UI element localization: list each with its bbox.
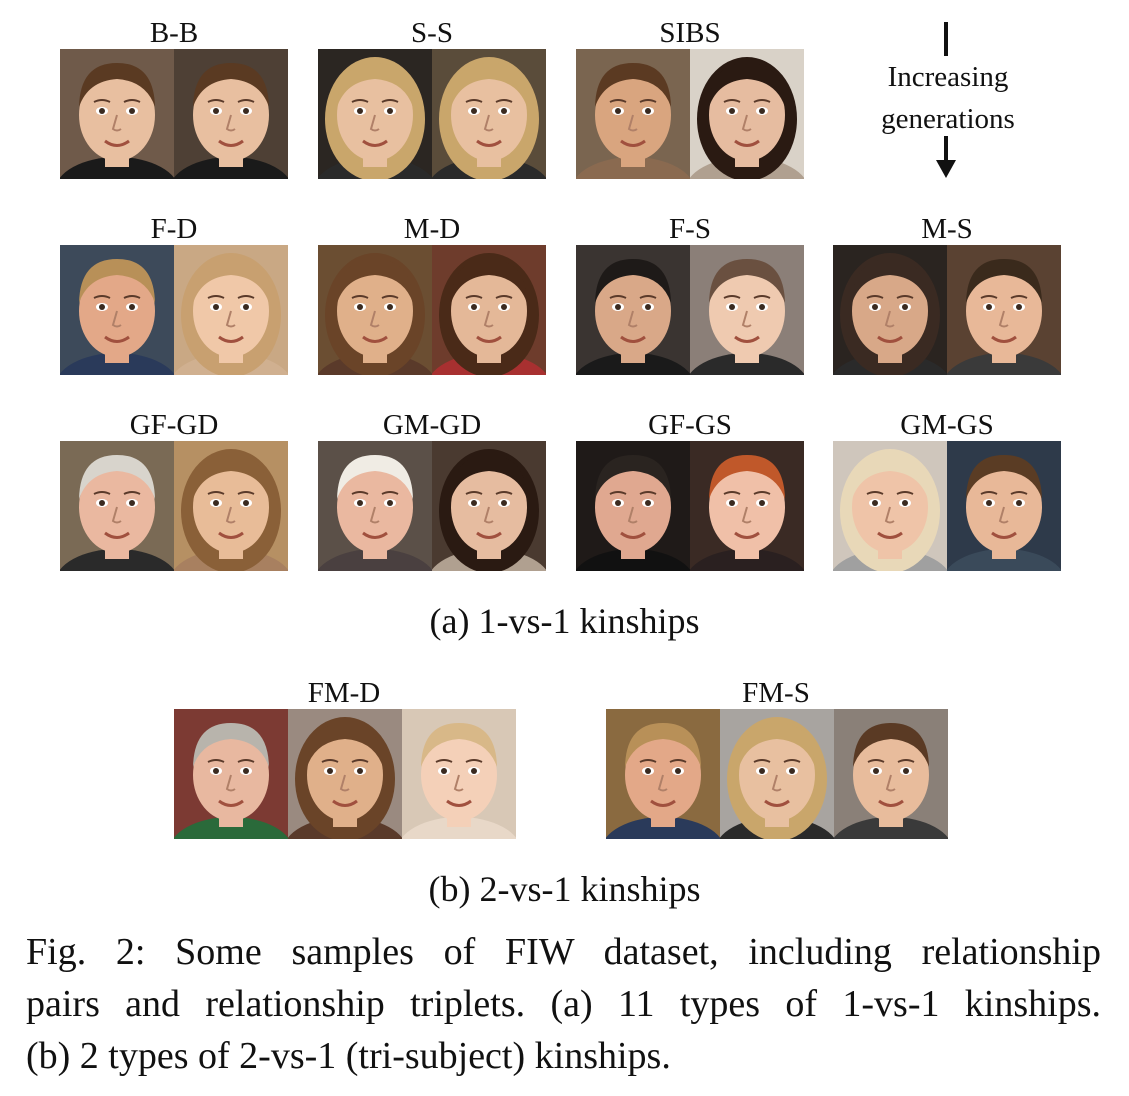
face-pair-gf-gs xyxy=(576,441,804,571)
face-portrait-icon xyxy=(720,717,834,839)
face-photo xyxy=(947,441,1061,571)
face-photo xyxy=(432,49,546,179)
face-portrait-icon xyxy=(432,57,546,179)
down-arrow-icon xyxy=(936,136,956,178)
face-photo xyxy=(60,245,174,375)
generations-note: Increasing generations xyxy=(858,56,1038,140)
generations-note-line2: generations xyxy=(881,103,1015,135)
face-portrait-icon xyxy=(834,723,948,839)
figure-caption: Fig. 2: Some samples of FIW dataset, inc… xyxy=(26,926,1101,1082)
pair-label-m-s: M-S xyxy=(921,213,973,245)
pair-label-f-s: F-S xyxy=(669,213,711,245)
face-photo xyxy=(174,49,288,179)
face-portrait-icon xyxy=(318,455,432,571)
section-b-caption: (b) 2-vs-1 kinships xyxy=(428,869,701,909)
face-portrait-icon xyxy=(432,253,546,375)
generations-note-line1: Increasing xyxy=(887,61,1009,93)
face-photo xyxy=(318,245,432,375)
face-portrait-icon xyxy=(318,253,432,375)
face-portrait-icon xyxy=(288,717,402,839)
face-portrait-icon xyxy=(690,455,804,571)
generations-arrow-top xyxy=(944,22,948,56)
face-pair-f-s xyxy=(576,245,804,375)
face-portrait-icon xyxy=(60,259,174,375)
face-photo xyxy=(833,441,947,571)
face-portrait-icon xyxy=(947,455,1061,571)
face-photo xyxy=(576,245,690,375)
face-portrait-icon xyxy=(576,259,690,375)
face-triplet-fm-d xyxy=(174,709,516,839)
face-pair-m-d xyxy=(318,245,546,375)
face-portrait-icon xyxy=(833,449,947,571)
face-photo xyxy=(432,441,546,571)
face-portrait-icon xyxy=(606,723,720,839)
face-photo xyxy=(60,49,174,179)
face-portrait-icon xyxy=(576,455,690,571)
face-pair-gm-gd xyxy=(318,441,546,571)
face-portrait-icon xyxy=(60,63,174,179)
face-photo xyxy=(947,245,1061,375)
face-portrait-icon xyxy=(174,63,288,179)
face-photo xyxy=(174,709,288,839)
face-pair-m-s xyxy=(833,245,1061,375)
face-photo xyxy=(288,709,402,839)
face-photo xyxy=(318,49,432,179)
face-triplet-fm-s xyxy=(606,709,948,839)
pair-label-m-d: M-D xyxy=(403,213,461,245)
face-portrait-icon xyxy=(690,57,804,179)
triplet-label-fm-d: FM-D xyxy=(307,677,381,709)
face-photo xyxy=(576,49,690,179)
face-photo xyxy=(432,245,546,375)
pair-label-gf-gd: GF-GD xyxy=(129,409,219,441)
face-photo xyxy=(834,709,948,839)
face-photo xyxy=(174,245,288,375)
face-portrait-icon xyxy=(174,723,288,839)
face-portrait-icon xyxy=(60,455,174,571)
face-photo xyxy=(402,709,516,839)
figure-caption-line2: pairs and relationship triplets. (a) 11 … xyxy=(26,983,1101,1025)
pair-label-b-b: B-B xyxy=(149,17,199,49)
face-photo xyxy=(833,245,947,375)
face-portrait-icon xyxy=(947,259,1061,375)
face-photo xyxy=(60,441,174,571)
face-pair-sibs xyxy=(576,49,804,179)
face-photo xyxy=(318,441,432,571)
pair-label-gm-gd: GM-GD xyxy=(382,409,482,441)
face-portrait-icon xyxy=(174,253,288,375)
face-pair-gm-gs xyxy=(833,441,1061,571)
section-a-caption: (a) 1-vs-1 kinships xyxy=(429,601,700,641)
face-photo xyxy=(690,245,804,375)
face-portrait-icon xyxy=(833,253,947,375)
pair-label-f-d: F-D xyxy=(150,213,198,245)
face-portrait-icon xyxy=(576,63,690,179)
face-portrait-icon xyxy=(402,723,516,839)
face-pair-f-d xyxy=(60,245,288,375)
pair-label-gm-gs: GM-GS xyxy=(900,409,994,441)
triplet-label-fm-s: FM-S xyxy=(742,677,810,709)
pair-label-s-s: S-S xyxy=(411,17,453,49)
face-pair-b-b xyxy=(60,49,288,179)
face-photo xyxy=(690,441,804,571)
pair-label-gf-gs: GF-GS xyxy=(648,409,732,441)
face-portrait-icon xyxy=(318,57,432,179)
figure-caption-line1: Fig. 2: Some samples of FIW dataset, inc… xyxy=(26,931,1101,973)
face-pair-s-s xyxy=(318,49,546,179)
face-portrait-icon xyxy=(174,449,288,571)
face-photo xyxy=(606,709,720,839)
face-pair-gf-gd xyxy=(60,441,288,571)
figure-caption-line3: (b) 2 types of 2-vs-1 (tri-subject) kins… xyxy=(26,1035,671,1077)
pair-label-sibs: SIBS xyxy=(659,17,721,49)
face-photo xyxy=(174,441,288,571)
face-photo xyxy=(576,441,690,571)
face-photo xyxy=(690,49,804,179)
face-portrait-icon xyxy=(690,259,804,375)
face-photo xyxy=(720,709,834,839)
face-portrait-icon xyxy=(432,449,546,571)
